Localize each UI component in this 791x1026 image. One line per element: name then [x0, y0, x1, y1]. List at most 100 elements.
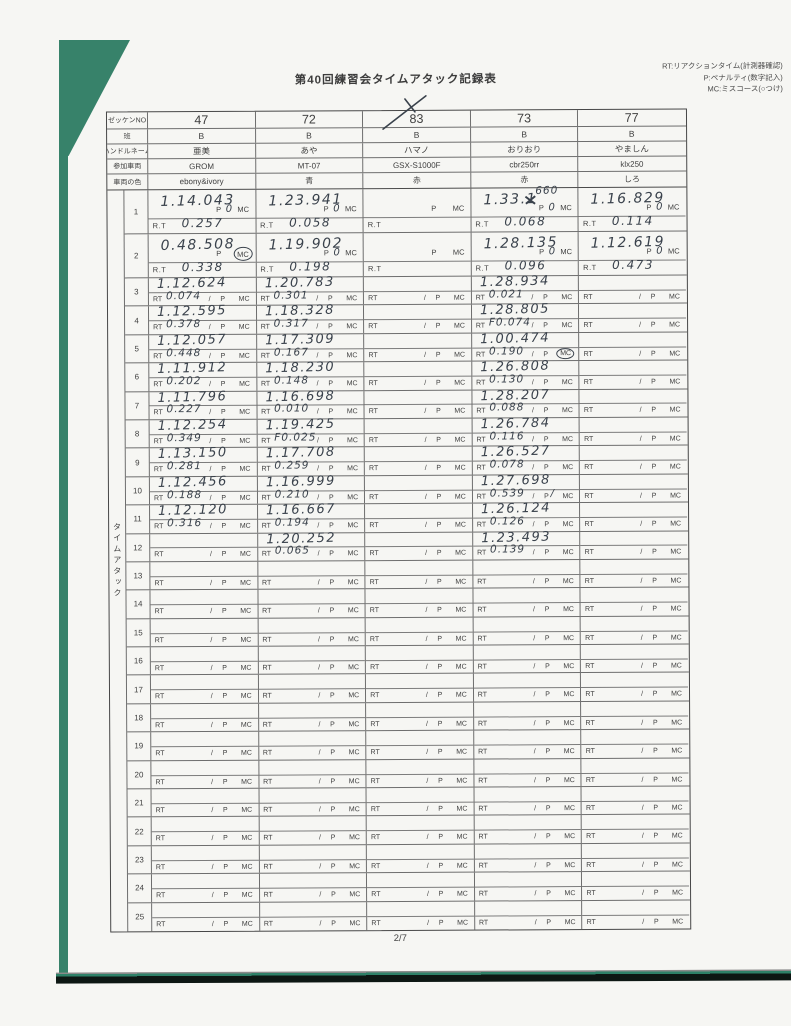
rt-value: 0.301 — [273, 289, 309, 302]
miscourse-label: MC — [347, 607, 359, 615]
time-cell: RT / P MC — [578, 275, 686, 304]
time-area — [475, 872, 582, 886]
time-area: 1.20.252 — [258, 530, 365, 547]
time-area — [258, 589, 365, 603]
rt-area: RT / P MC — [580, 488, 687, 503]
time-area: 1.16.999 — [257, 473, 364, 490]
slash-divider: / — [424, 408, 427, 416]
slash-divider: / — [209, 551, 212, 559]
miscourse-label: MC — [239, 466, 251, 474]
rt-label: RT — [261, 522, 271, 530]
penalty-label: P — [653, 889, 659, 897]
penalty-label: P — [330, 749, 336, 757]
rt-area: RT / P MC — [150, 603, 258, 618]
header-row-label: 参加車両 — [113, 163, 142, 171]
slash-divider: / — [210, 608, 213, 616]
time-value: 0.48.508 — [160, 236, 236, 255]
penalty-value: 0 — [548, 202, 555, 214]
rt-label: RT — [586, 919, 596, 927]
miscourse-label: MC — [456, 805, 468, 813]
time-area — [151, 732, 258, 746]
penalty-label: P — [546, 890, 551, 898]
vehicle-name: MT-07 — [254, 158, 363, 173]
time-cell: 1.12.120 RT 0.316 / P MC — [149, 502, 257, 533]
time-cell: RT / P MC — [150, 873, 259, 902]
miscourse-label: MC — [562, 549, 574, 557]
rt-value: 0.448 — [166, 346, 202, 359]
time-area: 1.00.474 — [472, 330, 579, 347]
miscourse-label: MC — [669, 293, 680, 301]
miscourse-label: MC — [670, 492, 681, 500]
miscourse-label: MC — [233, 246, 253, 261]
rt-area: RT / P MC — [257, 574, 365, 590]
rt-label: RT — [263, 891, 273, 899]
rt-area: RT / P MC — [151, 802, 259, 817]
time-area — [582, 815, 689, 829]
attempt-row: 15 RT / P MC RT / P MC RT / P MC RT / P MC RT / P MC — [126, 616, 689, 648]
time-struck-digit: 1 — [526, 190, 536, 208]
miscourse-label: MC — [670, 634, 682, 642]
rt-value: 0.210 — [274, 488, 310, 501]
miscourse-label: MC — [241, 921, 253, 929]
rt-label: RT — [369, 465, 379, 473]
rt-label: RT — [368, 323, 378, 331]
miscourse-label: MC — [562, 492, 574, 500]
legend-line-mc: MC:ミスコース(○つけ) — [707, 84, 783, 94]
penalty-label: P — [435, 323, 441, 331]
miscourse-label: MC — [669, 435, 681, 443]
penalty-label: P — [221, 579, 227, 587]
rt-label: RT — [477, 691, 488, 699]
miscourse-label: MC — [560, 203, 572, 213]
miscourse-label: MC — [556, 348, 575, 360]
rt-area: RT / P MC — [258, 688, 366, 703]
vehicle-color: 青 — [254, 173, 363, 189]
penalty-label: P — [330, 806, 336, 814]
rt-area: RT / P MC — [259, 887, 367, 902]
slash-divider: / — [534, 890, 537, 898]
time-cell: RT / P MC — [579, 445, 687, 474]
penalty-label: P — [438, 834, 444, 842]
rt-label: RT — [584, 549, 594, 557]
slash-divider: / — [640, 662, 643, 670]
time-area — [474, 730, 581, 744]
rt-label: RT — [262, 749, 273, 757]
time-cell: RT / P MC — [580, 786, 689, 815]
time-area: 1.28.207 — [472, 387, 579, 404]
time-cell: RT / P MC — [150, 703, 258, 732]
rt-area: RT / P MC — [366, 829, 474, 844]
rt-label: RT — [371, 920, 381, 928]
rt-value: 0.188 — [166, 488, 203, 501]
attempt-row: 24 RT / P MC RT / P MC RT / P MC RT / P MC RT / P MC — [127, 871, 691, 904]
rt-label: R.T — [475, 263, 490, 273]
rt-area: RT / P MC — [151, 831, 259, 846]
time-cell: RT / P MC — [579, 531, 688, 559]
miscourse-label: MC — [239, 522, 251, 530]
penalty-label: P — [223, 891, 229, 900]
rt-area: RT / P MC — [581, 715, 689, 730]
time-cell: RT / P MC — [150, 788, 259, 817]
time-cell: RT / P MC — [365, 816, 474, 844]
slash-divider: / — [640, 605, 643, 613]
rider-name: ハマノ — [362, 142, 470, 158]
time-cell: RT / P MC — [365, 674, 473, 703]
penalty-label: P — [652, 634, 658, 642]
penalty-label: P — [545, 663, 550, 671]
rt-label: RT — [155, 835, 166, 843]
slash-divider: / — [534, 833, 537, 841]
miscourse-label: MC — [561, 379, 573, 387]
attempt-number: 25 — [135, 912, 145, 922]
miscourse-label: MC — [346, 408, 358, 416]
miscourse-label: MC — [560, 247, 573, 257]
miscourse-label: MC — [671, 804, 683, 812]
slash-divider: / — [211, 921, 214, 929]
slash-divider: / — [210, 636, 213, 644]
rt-area: RT / P MC — [474, 915, 582, 930]
time-cell: RT / P MC — [578, 303, 687, 332]
rt-label: RT — [262, 721, 273, 729]
rt-label: RT — [369, 550, 379, 558]
rt-label: RT — [585, 634, 595, 642]
miscourse-label: MC — [239, 551, 251, 559]
penalty-label: P — [329, 664, 335, 672]
rt-label: RT — [475, 322, 486, 330]
penalty-label: P — [222, 664, 227, 672]
